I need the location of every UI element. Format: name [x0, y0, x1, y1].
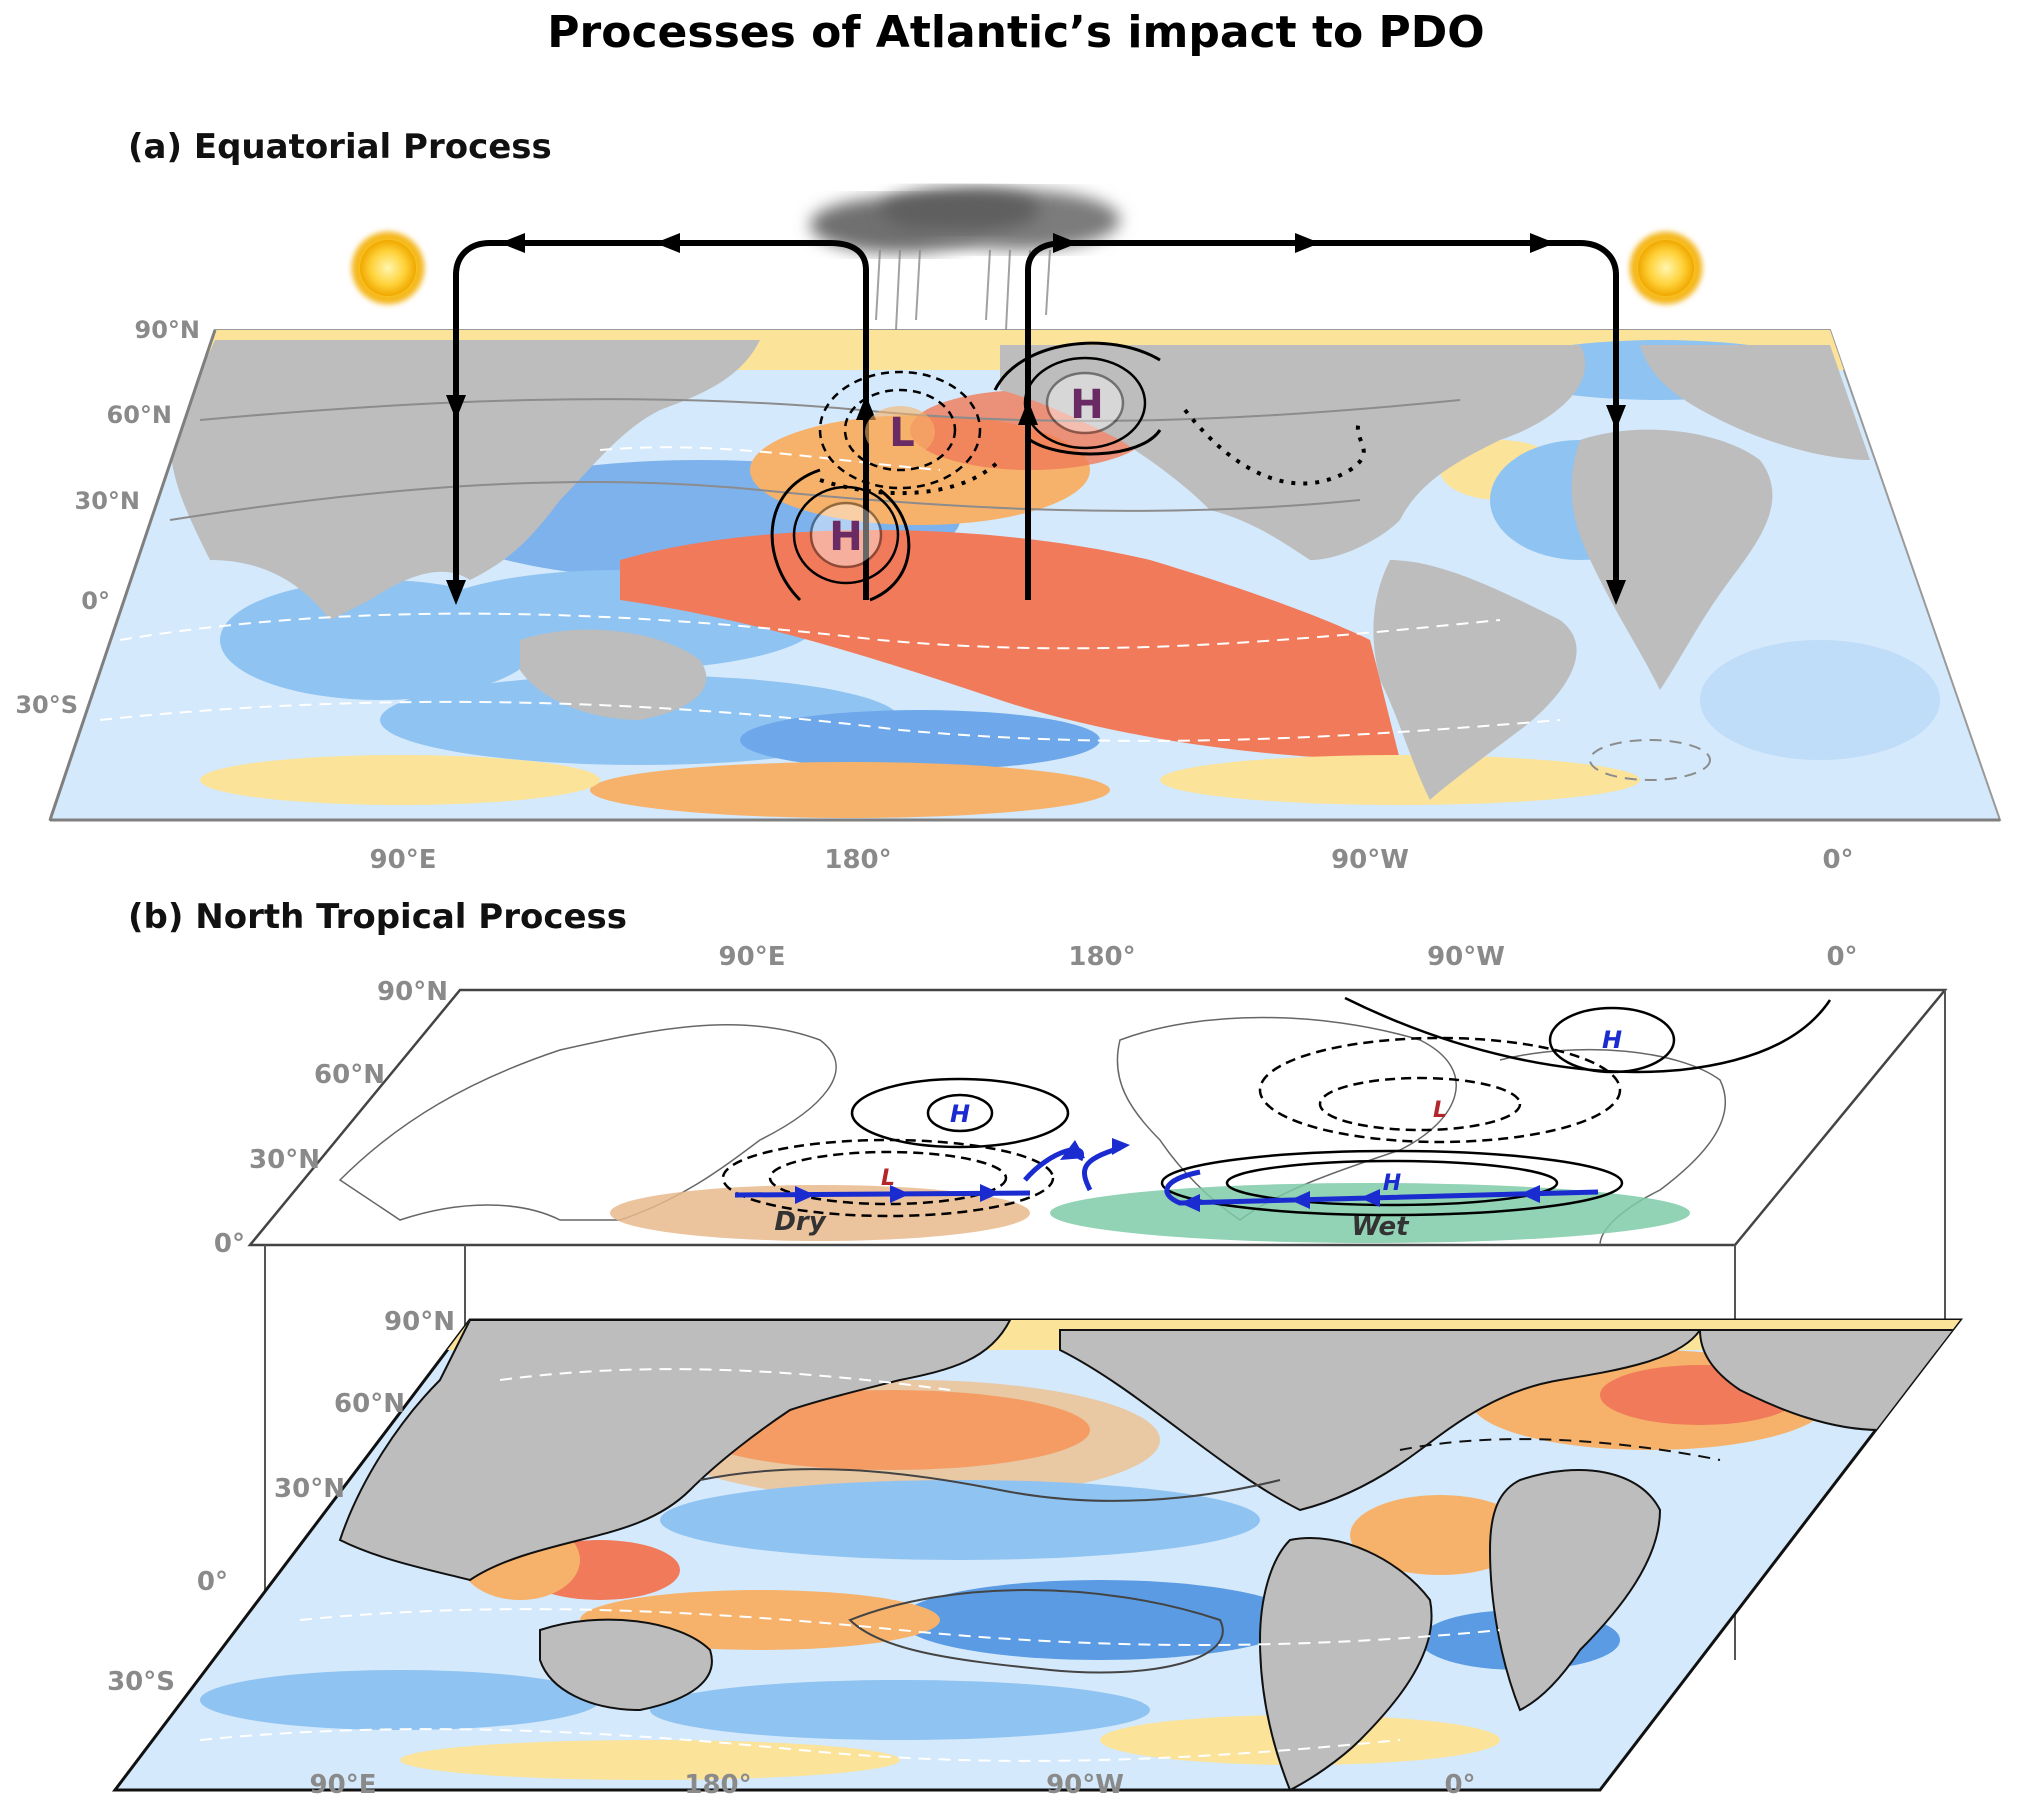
panel-a-right-cell-arrow — [1025, 240, 1619, 600]
panel-b-bottom-lat-0: 0° — [197, 1567, 228, 1597]
panel-a-lon-180: 180° — [824, 845, 891, 875]
panel-b-low-subtropical: L — [881, 1166, 895, 1191]
panel-b-bottom-map: 90°N 60°N 30°N 0° 30°S 90°E 180° 90°W 0° — [107, 1307, 1964, 1800]
panel-a-warm-pacific — [620, 530, 1400, 760]
panel-a-rain-cloud-icon — [810, 188, 1120, 331]
panel-a-high-west-label: H — [829, 514, 862, 560]
panel-b-bottom-lat-30s: 30°S — [107, 1667, 175, 1697]
panel-a-map: 90°N 60°N 30°N 0° 30°S 90°E 180° 90°W 0° — [15, 316, 2002, 875]
panel-b-eurasia — [338, 1320, 1012, 1582]
panel-b-north-america — [1059, 1329, 1702, 1512]
panel-b-bottom-lat-60n: 60°N — [334, 1389, 405, 1419]
panel-a-lat-30s: 30°S — [15, 691, 78, 719]
panel-a-low-label: L — [889, 410, 915, 456]
panel-b-high-greenland: H — [1602, 1026, 1622, 1054]
panel-a-lat-60n: 60°N — [107, 401, 172, 429]
panel-a-high-east-label: H — [1070, 382, 1103, 428]
panel-a-sun-right-icon — [1630, 232, 1702, 304]
panel-a-lon-90e: 90°E — [370, 845, 437, 875]
panel-b-cool-tropical-pacific — [900, 1580, 1300, 1660]
panel-b-top-lon-180: 180° — [1068, 942, 1135, 972]
panel-b-bottom-lon-90e: 90°E — [310, 1770, 377, 1800]
panel-a-australia — [520, 629, 707, 720]
figure-title: Processes of Atlantic’s impact to PDO — [547, 7, 1484, 58]
panel-a-label: (a) Equatorial Process — [128, 127, 552, 167]
panel-b-top-lon-0: 0° — [1826, 942, 1857, 972]
panel-b-bottom-lon-0: 0° — [1444, 1770, 1475, 1800]
panel-a-lon-0: 0° — [1822, 845, 1853, 875]
panel-a-europe — [1640, 345, 1870, 460]
panel-a-lon-90w: 90°W — [1331, 845, 1409, 875]
panel-a-lat-0: 0° — [81, 587, 110, 615]
panel-a-teleconnection-path — [1183, 408, 1366, 486]
panel-b-high-north-pacific: H — [950, 1100, 970, 1128]
panel-a-low-center: L — [818, 370, 982, 490]
panel-a-arrowheads — [446, 233, 1626, 605]
panel-b-bottom-lat-90n: 90°N — [384, 1307, 455, 1337]
panel-a-north-america — [1000, 345, 1586, 560]
panel-b-bottom-lon-180: 180° — [684, 1770, 751, 1800]
panel-b-top-lat-60n: 60°N — [314, 1060, 385, 1090]
panel-a-lat-30n: 30°N — [75, 487, 140, 515]
panel-a-high-center-west: H — [770, 468, 911, 602]
panel-b-bottom-lat-30n: 30°N — [274, 1474, 345, 1504]
panel-b-label: (b) North Tropical Process — [128, 897, 627, 937]
panel-b-top-lat-0: 0° — [214, 1229, 245, 1259]
panel-a-high-center-east: H — [993, 341, 1162, 456]
panel-a-sun-left-icon — [352, 232, 424, 304]
panel-b-top-lon-90w: 90°W — [1427, 942, 1505, 972]
panel-b-high-atlantic: H — [1383, 1171, 1401, 1196]
panel-b-africa — [1488, 1469, 1662, 1712]
panel-b-australia — [539, 1618, 713, 1712]
panel-a-africa — [1571, 429, 1773, 690]
panel-a-lat-90n: 90°N — [135, 316, 200, 344]
panel-b-top-sheet: Dry Wet H L L H H — [214, 942, 1948, 1259]
panel-a-south-america — [1373, 560, 1577, 800]
panel-b-top-lat-30n: 30°N — [249, 1145, 320, 1175]
panel-b-south-america — [1258, 1537, 1433, 1790]
panel-b-wind-arrowheads — [795, 1138, 1540, 1212]
panel-b-bottom-lon-90w: 90°W — [1046, 1770, 1124, 1800]
panel-b-top-lat-90n: 90°N — [377, 977, 448, 1007]
panel-b-top-lon-90e: 90°E — [719, 942, 786, 972]
panel-b-wet-label: Wet — [1351, 1212, 1410, 1242]
panel-b-low-north-america: L — [1433, 1098, 1447, 1123]
